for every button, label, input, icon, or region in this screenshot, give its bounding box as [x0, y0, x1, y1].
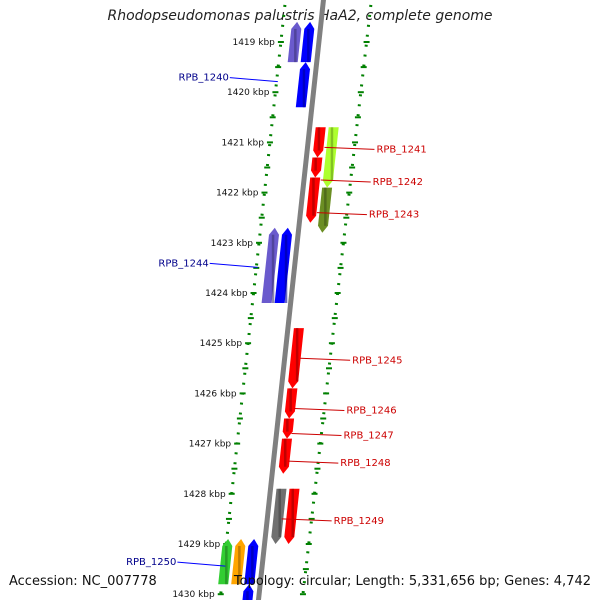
- gene-arrow-shade: [317, 127, 321, 151]
- kbp-tick-label: 1428 kbp: [183, 490, 226, 500]
- kbp-tick-label: 1423 kbp: [211, 239, 254, 249]
- gene-arrow-shade: [284, 438, 287, 467]
- gene-arrow-shade: [225, 546, 228, 585]
- gene-label: RPB_1244: [158, 258, 208, 269]
- backbone-line: [255, 0, 326, 600]
- kbp-tick-label: 1425 kbp: [200, 339, 243, 349]
- gene-arrow-shade: [307, 28, 310, 63]
- gene-label: RPB_1245: [352, 355, 402, 366]
- label-leader-line: [229, 77, 278, 83]
- gene-label: RPB_1241: [376, 144, 426, 155]
- label-leader-line: [294, 407, 345, 411]
- gene-arrow-shade: [324, 187, 327, 226]
- gene-arrow-shade: [246, 591, 249, 600]
- gene-arrow-shade: [271, 234, 275, 303]
- kbp-tick-label: 1424 kbp: [205, 289, 248, 299]
- label-leader-line: [209, 262, 258, 268]
- gene-arrow-shade: [294, 28, 297, 63]
- accession-text: Accession: NC_007778: [9, 574, 157, 589]
- kbp-tick-label: 1426 kbp: [194, 389, 237, 399]
- gene-arrow-shade: [238, 546, 241, 585]
- gene-arrow-shade: [295, 328, 299, 382]
- gene-label: RPB_1248: [340, 458, 390, 469]
- kbp-tick-label: 1429 kbp: [178, 540, 221, 550]
- gene-label: RPB_1246: [346, 405, 396, 416]
- label-leader-line: [177, 561, 226, 567]
- gene-label: RPB_1243: [369, 210, 419, 221]
- map-title: Rhodopseudomonas palustris HaA2, complet…: [107, 8, 493, 24]
- gene-arrow-shade: [291, 488, 294, 537]
- gene-arrow-shade: [330, 127, 334, 181]
- label-leader-line: [320, 179, 371, 183]
- gene-arrow-shade: [302, 69, 306, 108]
- kbp-tick-label: 1421 kbp: [222, 138, 265, 148]
- gene-features: [218, 21, 339, 600]
- gene-arrow: [261, 227, 279, 303]
- kbp-tick-label: 1422 kbp: [216, 189, 259, 199]
- topology-text: Topology: circular; Length: 5,331,656 bp…: [233, 574, 591, 589]
- label-leader-line: [316, 212, 367, 216]
- kbp-tick-label: 1420 kbp: [227, 88, 270, 98]
- gene-label: RPB_1240: [179, 73, 229, 84]
- gene-label: RPB_1249: [334, 516, 384, 527]
- gene-label: RPB_1250: [126, 557, 176, 568]
- left-scale-dots: [218, 0, 287, 600]
- right-scale-dots: [300, 0, 373, 600]
- label-leader-line: [324, 146, 375, 150]
- gene-labels: RPB_1240 RPB_1241 RPB_1242 RPB_1243 RPB_1244…: [126, 73, 427, 568]
- gene-arrow-shade: [289, 388, 292, 412]
- label-leader-line: [300, 357, 351, 361]
- gene-label: RPB_1247: [343, 431, 393, 442]
- gene-arrow-shade: [312, 177, 315, 216]
- kbp-tick-label: 1419 kbp: [232, 38, 275, 48]
- kbp-tick-label: 1430 kbp: [172, 590, 215, 600]
- gene-arrow-shade: [314, 157, 317, 171]
- kbp-tick-label: 1427 kbp: [189, 440, 232, 450]
- left-scale: 1419 kbp 1420 kbp 1421 kbp 1422 kbp 1423 kbp…: [172, 0, 287, 600]
- gene-arrow-shade: [286, 418, 289, 432]
- right-scale: [299, 0, 373, 600]
- genome-backbone: [255, 0, 326, 600]
- gene-arrow-shade: [278, 488, 281, 537]
- gene-arrow: [274, 227, 292, 303]
- label-leader-line: [281, 518, 332, 522]
- gene-arrow-shade: [251, 546, 254, 585]
- label-leader-line: [291, 433, 342, 437]
- gene-arrow-shade: [284, 234, 288, 303]
- label-leader-line: [288, 460, 339, 464]
- gene-label: RPB_1242: [373, 177, 423, 188]
